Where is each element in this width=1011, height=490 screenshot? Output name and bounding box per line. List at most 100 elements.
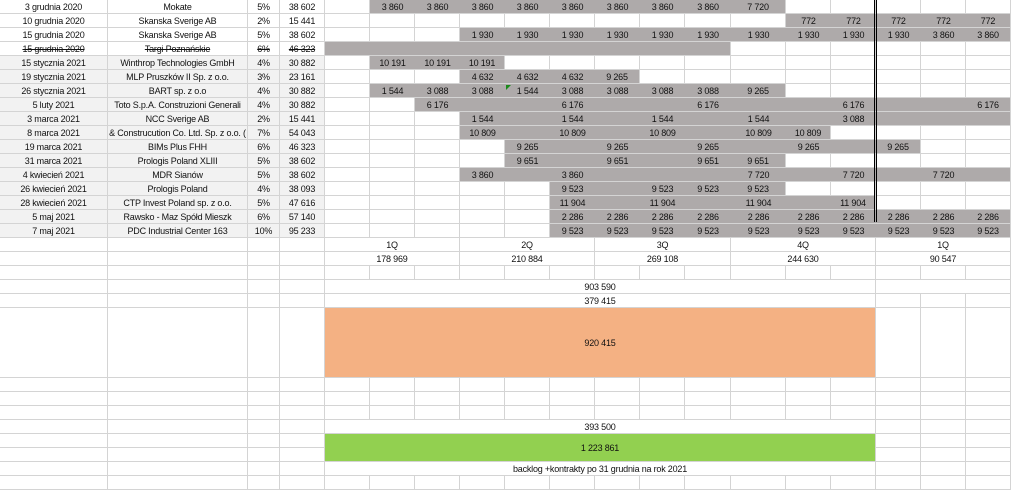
empty-cell[interactable] (921, 420, 966, 434)
month-cell[interactable]: 1 930 (685, 28, 731, 42)
empty-cell[interactable] (248, 434, 280, 448)
month-cell[interactable] (786, 168, 831, 182)
month-cell[interactable]: 10 191 (415, 56, 460, 70)
empty-cell[interactable] (108, 476, 248, 490)
empty-cell[interactable] (731, 266, 786, 280)
empty-cell[interactable] (966, 294, 1011, 308)
empty-cell[interactable] (108, 392, 248, 406)
month-cell[interactable] (370, 182, 415, 196)
quarter-total[interactable]: 90 547 (876, 252, 1011, 266)
company-cell[interactable]: BIMs Plus FHH (108, 140, 248, 154)
percent-cell[interactable]: 5% (248, 28, 280, 42)
company-cell[interactable]: Prologis Poland XLIII (108, 154, 248, 168)
month-cell[interactable] (460, 140, 505, 154)
month-cell[interactable] (595, 56, 640, 70)
month-cell[interactable]: 3 088 (460, 84, 505, 98)
month-cell[interactable] (325, 140, 370, 154)
empty-cell[interactable] (280, 266, 325, 280)
month-cell[interactable] (325, 154, 370, 168)
month-cell[interactable] (460, 154, 505, 168)
month-cell[interactable] (640, 140, 685, 154)
date-cell[interactable]: 10 grudnia 2020 (0, 14, 108, 28)
empty-cell[interactable] (280, 308, 325, 378)
month-cell[interactable]: 3 088 (640, 84, 685, 98)
month-cell[interactable] (550, 140, 595, 154)
month-cell[interactable] (731, 140, 786, 154)
month-cell[interactable] (966, 84, 1011, 98)
month-cell[interactable] (550, 154, 595, 168)
quarter-label[interactable]: 1Q (325, 238, 460, 252)
month-cell[interactable] (370, 224, 415, 238)
value-cell[interactable]: 15 441 (280, 112, 325, 126)
month-cell[interactable] (966, 168, 1011, 182)
empty-cell[interactable] (248, 308, 280, 378)
month-cell[interactable]: 1 930 (831, 28, 876, 42)
month-cell[interactable]: 9 651 (595, 154, 640, 168)
month-cell[interactable] (685, 196, 731, 210)
empty-cell[interactable] (280, 252, 325, 266)
month-cell[interactable] (325, 28, 370, 42)
empty-cell[interactable] (831, 476, 876, 490)
empty-cell[interactable] (966, 434, 1011, 448)
month-cell[interactable]: 772 (966, 14, 1011, 28)
month-cell[interactable]: 3 088 (595, 84, 640, 98)
month-cell[interactable]: 1 930 (731, 28, 786, 42)
empty-cell[interactable] (108, 448, 248, 462)
value-cell[interactable]: 38 602 (280, 28, 325, 42)
empty-cell[interactable] (248, 252, 280, 266)
empty-cell[interactable] (248, 238, 280, 252)
empty-cell[interactable] (831, 378, 876, 392)
month-cell[interactable] (685, 42, 731, 56)
month-cell[interactable]: 2 286 (731, 210, 786, 224)
empty-cell[interactable] (0, 378, 108, 392)
empty-cell[interactable] (966, 420, 1011, 434)
empty-cell[interactable] (0, 406, 108, 420)
month-cell[interactable] (460, 182, 505, 196)
empty-cell[interactable] (248, 280, 280, 294)
month-cell[interactable] (325, 42, 370, 56)
month-cell[interactable] (731, 42, 786, 56)
value-cell[interactable]: 38 602 (280, 154, 325, 168)
empty-cell[interactable] (966, 476, 1011, 490)
month-cell[interactable]: 9 265 (685, 140, 731, 154)
month-cell[interactable] (966, 196, 1011, 210)
empty-cell[interactable] (248, 420, 280, 434)
month-cell[interactable]: 3 860 (550, 0, 595, 14)
percent-cell[interactable]: 5% (248, 196, 280, 210)
month-cell[interactable] (831, 70, 876, 84)
month-cell[interactable] (640, 42, 685, 56)
month-cell[interactable] (966, 0, 1011, 14)
company-cell[interactable]: Skanska Sverige AB (108, 28, 248, 42)
month-cell[interactable] (505, 56, 550, 70)
value-cell[interactable]: 38 602 (280, 168, 325, 182)
date-cell[interactable]: 19 stycznia 2021 (0, 70, 108, 84)
month-cell[interactable] (966, 56, 1011, 70)
month-cell[interactable] (966, 70, 1011, 84)
empty-cell[interactable] (108, 308, 248, 378)
percent-cell[interactable]: 7% (248, 126, 280, 140)
empty-cell[interactable] (108, 434, 248, 448)
empty-cell[interactable] (370, 406, 415, 420)
percent-cell[interactable]: 4% (248, 84, 280, 98)
empty-cell[interactable] (248, 448, 280, 462)
empty-cell[interactable] (0, 308, 108, 378)
month-cell[interactable]: 1 930 (786, 28, 831, 42)
company-cell[interactable]: CTP Invest Poland sp. z o.o. (108, 196, 248, 210)
month-cell[interactable] (786, 56, 831, 70)
empty-cell[interactable] (876, 434, 921, 448)
month-cell[interactable]: 2 286 (876, 210, 921, 224)
month-cell[interactable] (595, 98, 640, 112)
month-cell[interactable]: 1 930 (595, 28, 640, 42)
month-cell[interactable]: 9 523 (550, 182, 595, 196)
month-cell[interactable] (831, 84, 876, 98)
month-cell[interactable] (325, 112, 370, 126)
month-cell[interactable]: 10 809 (460, 126, 505, 140)
month-cell[interactable]: 1 930 (550, 28, 595, 42)
empty-cell[interactable] (370, 392, 415, 406)
month-cell[interactable] (415, 14, 460, 28)
empty-cell[interactable] (731, 392, 786, 406)
month-cell[interactable] (685, 56, 731, 70)
percent-cell[interactable]: 5% (248, 168, 280, 182)
empty-cell[interactable] (280, 476, 325, 490)
